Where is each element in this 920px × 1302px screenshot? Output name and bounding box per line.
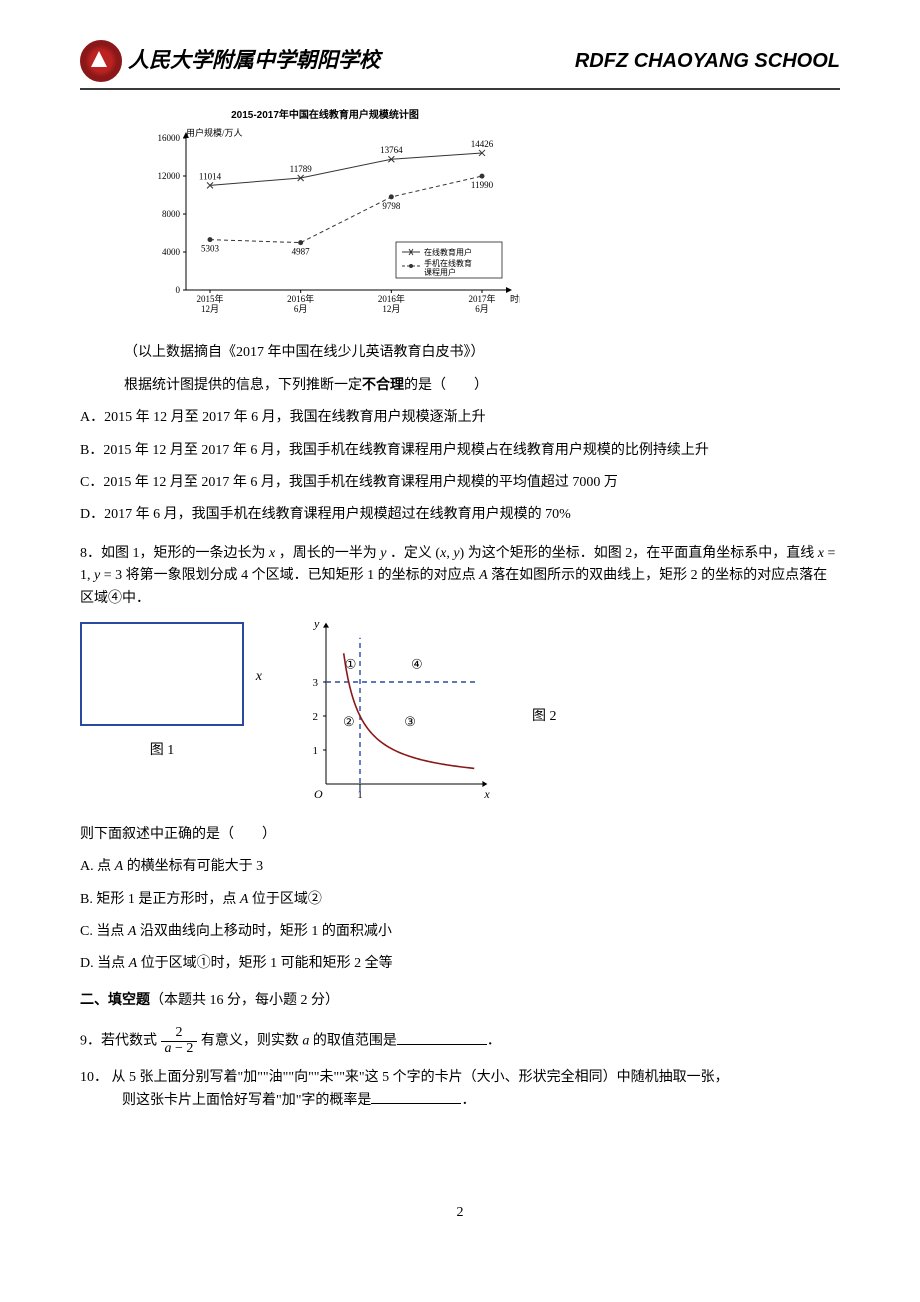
q8-option-b: B. 矩形 1 是正方形时，点 A 位于区域② [80, 889, 840, 911]
svg-text:课程用户: 课程用户 [424, 267, 456, 277]
figure-1: x 图 1 [80, 622, 244, 762]
svg-text:x: x [483, 787, 490, 801]
svg-text:14426: 14426 [471, 139, 494, 149]
svg-text:O: O [314, 787, 323, 801]
chart-svg: 用户规模/万人时间04000800012000160002015年12月2016… [140, 124, 520, 324]
q9-blank [397, 1030, 487, 1045]
svg-text:1: 1 [313, 745, 319, 757]
section-2-title: 二、填空题（本题共 16 分，每小题 2 分） [80, 990, 840, 1012]
svg-text:11990: 11990 [471, 180, 494, 190]
svg-text:2: 2 [313, 711, 319, 723]
header-divider [80, 88, 840, 90]
svg-text:时间: 时间 [510, 293, 520, 304]
figure-2-svg: xyO1231①②③④ [284, 622, 514, 812]
svg-text:12月: 12月 [201, 304, 219, 314]
svg-text:③: ③ [404, 714, 416, 729]
q8-option-c: C. 当点 A 沿双曲线向上移动时，矩形 1 的面积减小 [80, 921, 840, 943]
svg-text:5303: 5303 [201, 244, 220, 254]
svg-text:2016年: 2016年 [287, 293, 314, 304]
svg-text:④: ④ [411, 656, 423, 671]
q7-option-b: B．2015 年 12 月至 2017 年 6 月，我国手机在线教育课程用户规模… [80, 440, 840, 462]
svg-text:16000: 16000 [158, 133, 181, 143]
svg-text:11014: 11014 [199, 171, 222, 181]
q7-option-d: D．2017 年 6 月，我国手机在线教育课程用户规模超过在线教育用户规模的 7… [80, 504, 840, 526]
q9-suffix: 的取值范围是 [309, 1034, 397, 1049]
chart-title: 2015-2017年中国在线教育用户规模统计图 [140, 108, 510, 124]
svg-text:8000: 8000 [162, 209, 181, 219]
q7-option-c: C．2015 年 12 月至 2017 年 6 月，我国手机在线教育课程用户规模… [80, 472, 840, 494]
svg-text:2015年: 2015年 [196, 293, 223, 304]
svg-text:2016年: 2016年 [378, 293, 405, 304]
svg-text:6月: 6月 [294, 304, 308, 314]
figure-2-label: 图 2 [532, 706, 557, 728]
q8-option-d: D. 当点 A 位于区域①时，矩形 1 可能和矩形 2 全等 [80, 953, 840, 975]
school-logo-block: 人民大学附属中学朝阳学校 [80, 40, 380, 82]
q8-followup: 则下面叙述中正确的是（ ） [80, 824, 840, 846]
svg-text:12月: 12月 [382, 304, 400, 314]
svg-text:0: 0 [176, 285, 181, 295]
svg-text:在线教育用户: 在线教育用户 [424, 247, 472, 257]
svg-text:11789: 11789 [290, 164, 313, 174]
q8-figures: x 图 1 xyO1231①②③④ 图 2 [80, 622, 840, 812]
q10-line2: 则这张卡片上面恰好写着"加"字的概率是 [122, 1093, 371, 1108]
q9: 9．若代数式 2 a − 2 有意义，则实数 a 的取值范围是． [80, 1026, 840, 1056]
svg-text:3: 3 [313, 677, 319, 689]
svg-text:①: ① [345, 656, 357, 671]
svg-text:4000: 4000 [162, 247, 181, 257]
q10-line1: 10． 从 5 张上面分别写着"加""油""向""未""来"这 5 个字的卡片（… [80, 1070, 729, 1085]
q9-frac-den: a − 2 [161, 1042, 198, 1057]
svg-text:y: y [313, 622, 320, 631]
q9-frac-num: 2 [161, 1026, 198, 1042]
q7-chart: 2015-2017年中国在线教育用户规模统计图 用户规模/万人时间 0 4000 80… [140, 108, 840, 332]
svg-text:6月: 6月 [475, 304, 489, 314]
svg-text:9798: 9798 [382, 201, 401, 211]
rect-x-label: x [256, 666, 262, 688]
q9-mid: 有意义，则实数 [201, 1034, 303, 1049]
page-number: 2 [80, 1202, 840, 1224]
q9-prefix: 9．若代数式 [80, 1034, 157, 1049]
figure-1-label: 图 1 [80, 740, 244, 762]
q10-blank [371, 1089, 461, 1104]
school-name-en: RDFZ CHAOYANG SCHOOL [575, 45, 840, 77]
page-header: 人民大学附属中学朝阳学校 RDFZ CHAOYANG SCHOOL [80, 40, 840, 82]
svg-text:2017年: 2017年 [468, 293, 495, 304]
q8-option-a: A. 点 A 的横坐标有可能大于 3 [80, 856, 840, 878]
q8-stem: 8．如图 1，矩形的一条边长为 x ，周长的一半为 y ．定义 (x, y) 为… [80, 543, 840, 610]
school-logo-icon [80, 40, 122, 82]
svg-text:②: ② [343, 714, 355, 729]
q10: 10． 从 5 张上面分别写着"加""油""向""未""来"这 5 个字的卡片（… [80, 1067, 840, 1113]
figure-2: xyO1231①②③④ 图 2 [284, 622, 557, 812]
svg-text:12000: 12000 [158, 171, 181, 181]
q7-option-a: A．2015 年 12 月至 2017 年 6 月，我国在线教育用户规模逐渐上升 [80, 407, 840, 429]
svg-text:4987: 4987 [292, 247, 311, 257]
svg-text:用户规模/万人: 用户规模/万人 [186, 127, 243, 138]
svg-text:手机在线教育: 手机在线教育 [424, 258, 472, 268]
rectangle-shape: x [80, 622, 244, 726]
school-name-cn: 人民大学附属中学朝阳学校 [128, 44, 380, 78]
q7-stem: 根据统计图提供的信息，下列推断一定不合理的是（ ） [124, 375, 840, 397]
svg-text:13764: 13764 [380, 145, 403, 155]
q9-fraction: 2 a − 2 [161, 1026, 198, 1056]
q7-source-note: （以上数据摘自《2017 年中国在线少儿英语教育白皮书》） [124, 342, 840, 364]
